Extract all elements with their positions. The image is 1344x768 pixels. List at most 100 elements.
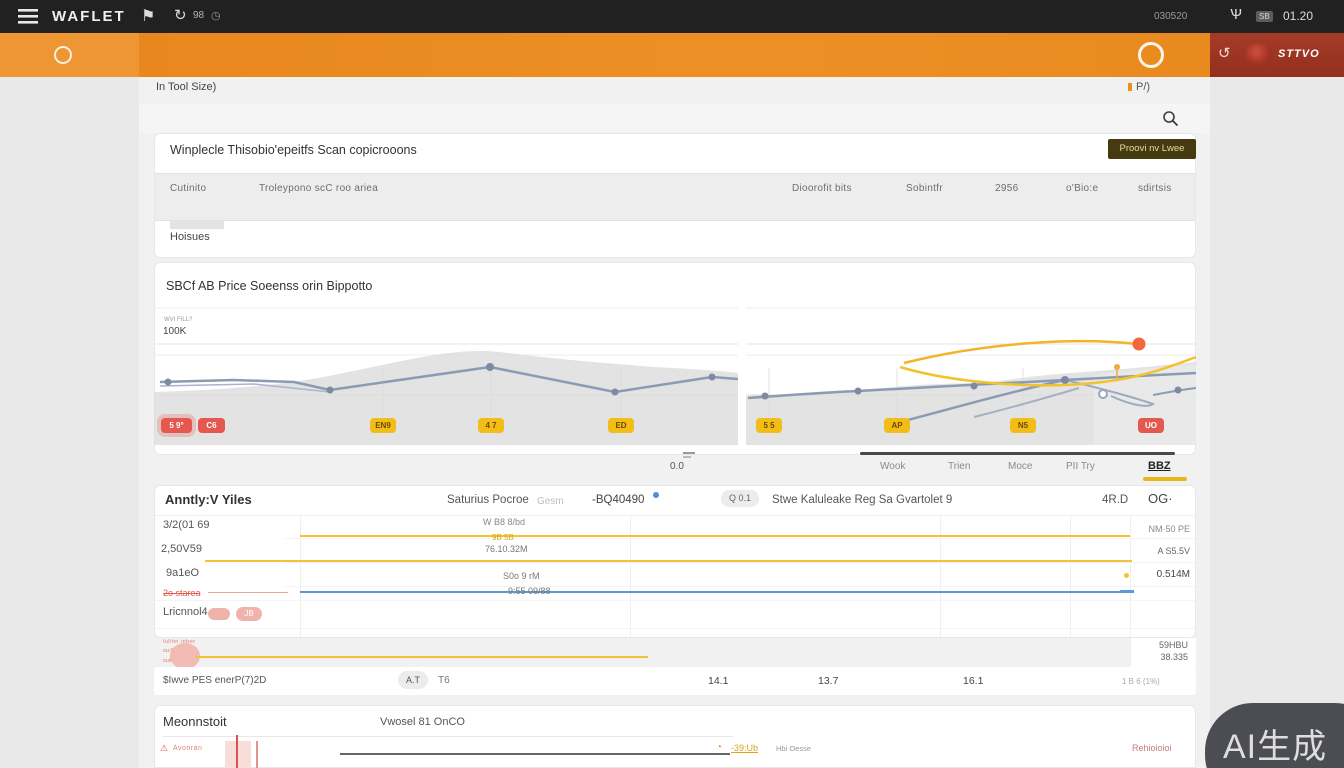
summary-label: $Iwve PES enerP(7)2D (163, 675, 267, 686)
summary-badge: A.T (398, 671, 428, 689)
chart-marker[interactable]: ED (608, 418, 634, 433)
breadcrumb[interactable]: In Tool Size) (156, 81, 217, 93)
bottom-panel-subtitle: Vwosel 81 OnCO (380, 716, 465, 728)
ai-watermark-text: AI生成 (1223, 728, 1328, 766)
grid-vline (300, 516, 301, 637)
analytics-subtitle: Saturius Pocroe (447, 494, 529, 506)
grid-vline (630, 516, 631, 637)
candle-wick (256, 741, 258, 768)
mid-label: S0o 9 rM (503, 571, 540, 581)
grid-vline (1130, 516, 1131, 637)
chart-marker[interactable]: 5 9° (161, 418, 192, 433)
analytics-metric-3[interactable]: OG· (1148, 491, 1173, 506)
alert-label: Avonran (173, 745, 203, 752)
area-series-left (154, 350, 738, 445)
chart-marker[interactable]: C6 (198, 418, 225, 433)
horizontal-scrollbar[interactable] (860, 452, 1175, 455)
flag-icon[interactable]: ⚑ (141, 8, 156, 25)
chart-marker[interactable]: 4 7 (478, 418, 504, 433)
chart-marker[interactable]: 5 5 (756, 418, 782, 433)
time-value[interactable]: -39:Ub (731, 743, 759, 753)
grid-hline (155, 628, 1195, 629)
column-header[interactable]: Cutinito (170, 183, 207, 194)
row-label[interactable]: 3/2(01 69 (163, 519, 210, 531)
tab-pii-try[interactable]: PII Try (1066, 461, 1095, 472)
analytics-metric-1: -BQ40490 (592, 494, 645, 506)
footnote-line: lulihn inber (163, 639, 196, 645)
orange-endpoint-dot (1132, 337, 1146, 351)
yellow-series-line (205, 560, 1132, 562)
account-label[interactable]: STTVO (1278, 48, 1320, 60)
table-row[interactable]: Hoisues (170, 231, 210, 243)
footnote-line: suili (163, 658, 173, 664)
antenna-icon[interactable]: Ѱ (1230, 6, 1242, 23)
notification-count: 98 (193, 10, 205, 21)
footnote-line: su;G (163, 648, 175, 654)
divider (155, 515, 1195, 516)
tab-wook[interactable]: Wook (880, 461, 906, 472)
search-icon[interactable] (1162, 110, 1179, 127)
account-section[interactable]: ↺ STTVO (1210, 33, 1344, 77)
column-header[interactable]: Troleypono scC roo ariea (259, 183, 379, 194)
tab-bbz-active[interactable]: BBZ (1148, 460, 1171, 472)
axis-caption: WVI FILL? (164, 317, 193, 323)
hamburger-menu-icon[interactable] (18, 9, 38, 24)
refresh-icon[interactable]: ↻ (174, 7, 187, 24)
column-header[interactable]: sdirtsis (1138, 183, 1172, 194)
mid-label: 9B 5B (492, 533, 514, 542)
reload-icon[interactable]: ↺ (1218, 45, 1231, 62)
row-label[interactable]: Lricnnol4 (163, 606, 208, 618)
tab-trien[interactable]: Trien (948, 461, 971, 472)
mid-label: W B8 8/bd (483, 517, 526, 527)
left-radio-circle-icon[interactable] (54, 46, 72, 64)
candle-body (225, 741, 251, 768)
row-label[interactable]: 9a1eO (166, 567, 200, 579)
primary-action-button[interactable]: Proovi nv Lwee (1108, 139, 1196, 159)
mid-label: 76.10.32M (485, 544, 528, 554)
price-chart (154, 295, 1196, 445)
yellow-series-line (300, 535, 1130, 537)
corner-value-block (1130, 638, 1196, 667)
timer-icon[interactable]: ◔ (716, 742, 723, 753)
warning-icon: ⚠ (160, 743, 169, 753)
scroll-dash-icon (683, 452, 695, 454)
red-strike-line (208, 592, 288, 593)
chart-marker[interactable]: EN9 (370, 418, 396, 433)
row-label-struck[interactable]: 2o starea (163, 588, 201, 598)
right-radio-circle-icon[interactable] (1138, 42, 1164, 68)
right-label: 0.514M (1156, 569, 1190, 580)
version-value: 01.20 (1283, 9, 1314, 23)
open-data-point (1098, 389, 1108, 399)
summary-badge-2: T6 (438, 675, 450, 686)
mid-label: 9:55 09/88 (508, 586, 551, 596)
orange-pin-dot (1114, 364, 1120, 370)
corner-value: 59HBU (1158, 640, 1188, 650)
chart-marker[interactable]: UO (1138, 418, 1164, 433)
summary-value: 1 B 6 (1%) (1122, 677, 1160, 686)
row-label[interactable]: 2,50V59 (161, 543, 202, 555)
grid-hline (285, 562, 1195, 563)
column-header[interactable]: o'Bio:e (1066, 183, 1099, 194)
chart-gap (738, 295, 746, 445)
divider (163, 736, 733, 737)
summary-row (154, 667, 1196, 695)
topbar: WAFLET ⚑ ↻ 98 ◷ 030520 Ѱ SB 01.20 (0, 0, 1344, 33)
line-descender (1064, 379, 1156, 407)
watchlist-title: Winplecle Thisobio'epeitfs Scan copicroo… (170, 143, 417, 157)
column-header[interactable]: 2956 (995, 183, 1019, 194)
grid-hline (285, 586, 1195, 587)
yellow-curve-bottom (899, 355, 1196, 387)
column-header[interactable]: Sobintfr (906, 183, 943, 194)
clock-icon[interactable]: ◷ (211, 10, 221, 22)
avatar[interactable] (1246, 44, 1272, 63)
yellow-dot-icon (1124, 573, 1129, 578)
chart-marker[interactable]: N5 (1010, 418, 1036, 433)
right-label: NM·50 PE (1148, 524, 1190, 534)
analytics-description: Stwe Kaluleake Reg Sa Gvartolet 9 (772, 494, 953, 506)
grid-vline (1070, 516, 1071, 637)
column-header[interactable]: Dioorofit bits (792, 183, 852, 194)
line-series-faint (159, 383, 331, 393)
tab-moce[interactable]: Moce (1008, 461, 1033, 472)
chart-marker[interactable]: AP (884, 418, 910, 433)
